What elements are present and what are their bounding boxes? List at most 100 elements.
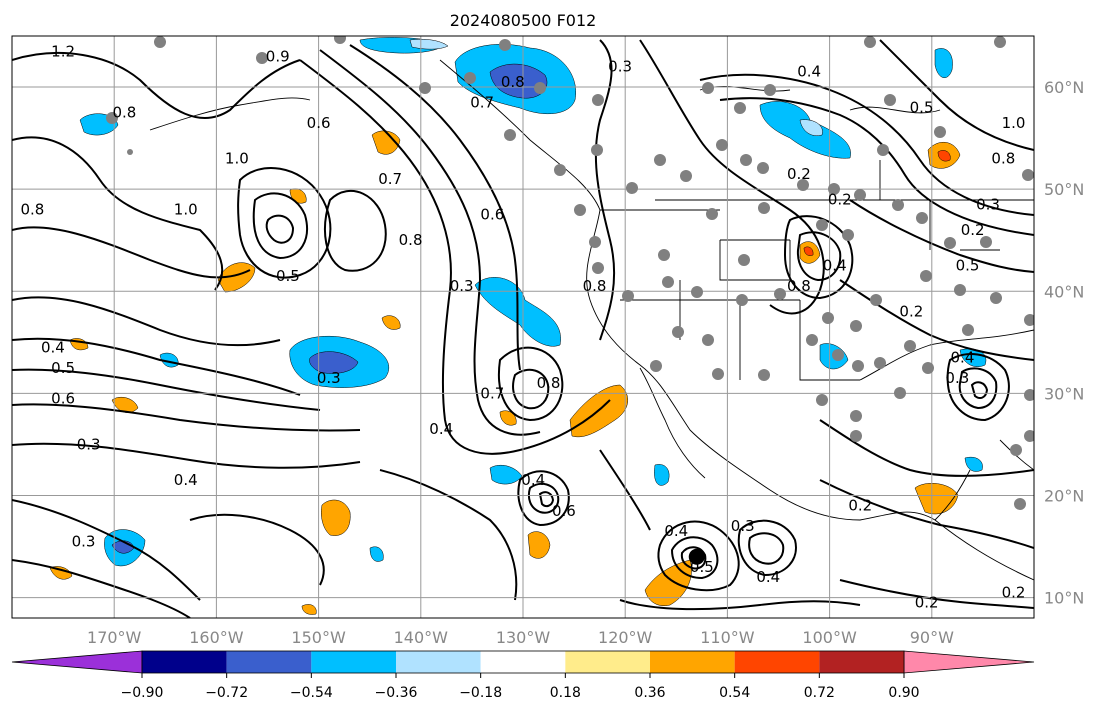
contour-label: 0.4 <box>664 522 688 540</box>
station-dot <box>702 82 714 94</box>
station-dot <box>1024 430 1034 442</box>
station-dot <box>464 72 476 84</box>
contour-label: 0.5 <box>51 359 75 377</box>
colorbar: −0.90 −0.72 −0.54 −0.36 −0.18 0.18 0.36 0.54 0.7… <box>11 650 1035 701</box>
station-dot <box>106 112 118 124</box>
contour-label: 0.2 <box>899 303 923 321</box>
shading-patch <box>301 604 317 615</box>
contour-label: 0.2 <box>1002 583 1026 601</box>
contour-label: 0.5 <box>910 98 934 116</box>
station-dot <box>916 212 928 224</box>
colorbar-extend-high <box>903 650 1035 674</box>
station-dot <box>740 154 752 166</box>
station-dot <box>944 237 956 249</box>
station-dot <box>1014 498 1026 510</box>
latitude-tick-label: 50°N <box>1044 180 1084 199</box>
contour-label: 0.6 <box>307 114 331 132</box>
contour-label: 0.4 <box>521 471 545 489</box>
station-dot <box>874 357 886 369</box>
station-dot <box>806 334 818 346</box>
station-dot <box>980 236 992 248</box>
shading-patch <box>111 397 139 413</box>
contour-label: 0.8 <box>991 150 1015 168</box>
shading-patch <box>369 546 384 562</box>
colorbar-tick-label: −0.36 <box>375 685 418 701</box>
contour-label: 0.3 <box>731 517 755 535</box>
station-dot <box>592 94 604 106</box>
station-dot <box>702 334 714 346</box>
station-dot <box>764 84 776 96</box>
contour-layer <box>12 39 1034 618</box>
longitude-tick-label: 120°W <box>598 628 653 647</box>
colorbar-frame <box>141 650 905 674</box>
contour-label: 0.2 <box>787 165 811 183</box>
station-dot <box>962 324 974 336</box>
station-dot <box>716 139 728 151</box>
shading-patch <box>217 262 256 293</box>
station-dot <box>654 154 666 166</box>
colorbar-tick-label: −0.54 <box>290 685 333 701</box>
latitude-tick-label: 30°N <box>1044 384 1084 403</box>
station-dot <box>877 144 889 156</box>
longitude-tick-label: 140°W <box>394 628 449 647</box>
station-dot <box>154 36 166 48</box>
contour-label: 0.8 <box>399 231 423 249</box>
station-dot <box>499 39 511 51</box>
contour-label: 0.2 <box>828 190 852 208</box>
station-dot <box>920 270 932 282</box>
station-dot <box>922 362 934 374</box>
station-dot <box>554 164 566 176</box>
contour-label: 0.7 <box>470 93 494 111</box>
contour-label: 0.8 <box>112 104 136 122</box>
station-dot <box>1024 389 1034 401</box>
station-dot <box>736 294 748 306</box>
colorbar-tick-label: −0.18 <box>459 685 502 701</box>
colorbar-segment <box>819 651 904 673</box>
contour-label: 0.2 <box>915 594 939 612</box>
station-dot <box>574 204 586 216</box>
latitude-ticks: 10°N 20°N 30°N 40°N 50°N 60°N <box>1044 78 1084 608</box>
contour-label: 0.5 <box>956 257 980 275</box>
contour-label: 0.2 <box>848 497 872 515</box>
station-dot <box>589 236 601 248</box>
map-title: 2024080500 F012 <box>450 11 597 30</box>
contour-label: 0.6 <box>552 502 576 520</box>
latitude-tick-label: 20°N <box>1044 486 1084 505</box>
station-dot <box>828 183 840 195</box>
station-dot <box>850 320 862 332</box>
station-dot <box>797 179 809 191</box>
colorbar-tick-label: 0.72 <box>804 685 835 701</box>
graticule <box>12 36 1034 618</box>
shading-patch <box>309 351 359 374</box>
colorbar-segment <box>650 651 735 673</box>
colorbar-tick-label: −0.72 <box>205 685 248 701</box>
colorbar-segment <box>565 651 650 673</box>
colorbar-segment <box>396 651 481 673</box>
contour-label: 0.4 <box>429 420 453 438</box>
shading-layer <box>49 37 987 615</box>
station-dot <box>757 162 769 174</box>
station-dot <box>256 52 268 64</box>
colorbar-segment <box>480 651 566 673</box>
station-dot <box>691 286 703 298</box>
contour-label: 0.7 <box>480 384 504 402</box>
station-dot <box>842 229 854 241</box>
colorbar-tick-label: −0.90 <box>121 685 164 701</box>
station-dot <box>854 189 866 201</box>
longitude-tick-label: 150°W <box>291 628 346 647</box>
contour-label: 0.8 <box>21 201 45 219</box>
latitude-tick-label: 60°N <box>1044 78 1084 97</box>
colorbar-tick-label: 0.36 <box>634 685 665 701</box>
shading-patch <box>527 531 551 559</box>
colorbar-segment <box>734 651 820 673</box>
shading-patch <box>964 456 983 472</box>
longitude-tick-label: 100°W <box>802 628 857 647</box>
station-dot <box>419 82 431 94</box>
contour-label: 0.3 <box>317 369 341 387</box>
station-dot <box>852 360 864 372</box>
station-dot <box>990 292 1002 304</box>
longitude-ticks: 170°W 160°W 150°W 140°W 130°W 120°W 110°W 100°W… <box>87 628 954 647</box>
station-dot <box>884 94 896 106</box>
contour-label: 0.4 <box>41 338 65 356</box>
